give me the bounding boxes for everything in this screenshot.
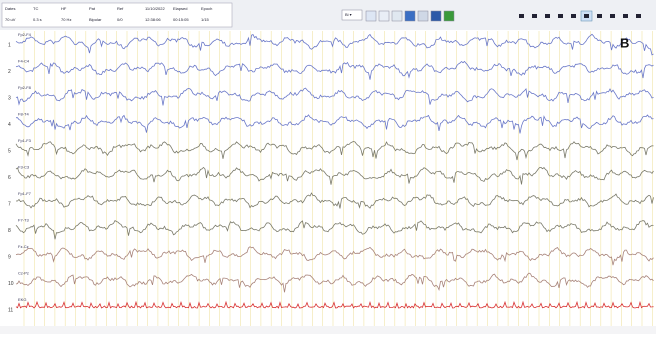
channel-number: 11 xyxy=(8,307,13,313)
media-glyph xyxy=(636,14,641,18)
info-field: Bipolar xyxy=(89,17,102,22)
eeg-trace xyxy=(16,302,654,308)
eeg-trace xyxy=(16,115,654,133)
eeg-trace xyxy=(16,167,654,184)
info-field: 11/10/2022 xyxy=(145,6,165,11)
eeg-trace xyxy=(16,61,654,79)
eeg-trace xyxy=(16,247,654,266)
montage-label: Bi ▾ xyxy=(345,12,352,17)
info-field: 12:38:06 xyxy=(145,17,161,22)
channel-number: 8 xyxy=(8,228,11,234)
status-bar xyxy=(0,326,656,334)
channel-number: 4 xyxy=(8,122,11,128)
info-field: 0.3 s xyxy=(33,17,42,22)
info-field: 70 uV xyxy=(5,17,16,22)
icon[interactable] xyxy=(418,11,428,21)
eeg-trace xyxy=(16,221,654,240)
tool-icons xyxy=(366,11,454,21)
info-field: 1/15 xyxy=(201,17,210,22)
info-field: Elapsed xyxy=(173,6,187,11)
channel-label: Fz-Cz xyxy=(18,244,29,249)
info-field: Epoch xyxy=(201,6,212,11)
icon[interactable] xyxy=(405,11,415,21)
eeg-trace xyxy=(16,34,654,55)
icon[interactable] xyxy=(392,11,402,21)
channel-number: 7 xyxy=(8,201,11,207)
info-field: HF xyxy=(61,6,67,11)
info-field: Pat xyxy=(89,6,96,11)
info-field: Ref xyxy=(117,6,124,11)
channel-number: 1 xyxy=(8,42,11,48)
channel-label: Fp1-F7 xyxy=(18,191,32,196)
eeg-viewer: Dates TC HF Pat Ref 11/10/2022 Elapsed Epoch 70 … xyxy=(0,0,656,334)
panel-label: B xyxy=(620,35,629,50)
channel-label: F3-C3 xyxy=(18,165,30,170)
media-glyph xyxy=(597,14,602,18)
media-glyph xyxy=(558,14,563,18)
icon[interactable] xyxy=(366,11,376,21)
channel-label: F4-C4 xyxy=(18,59,30,64)
media-glyph xyxy=(571,14,576,18)
channel-number: 2 xyxy=(8,69,11,75)
page: Dates TC HF Pat Ref 11/10/2022 Elapsed Epoch 70 … xyxy=(0,0,656,334)
media-glyph xyxy=(545,14,550,18)
media-glyph xyxy=(519,14,524,18)
info-field: 0/0 xyxy=(117,17,123,22)
channel-label: Fp1-F3 xyxy=(18,138,32,143)
channel-label: Fp2-F8 xyxy=(18,85,32,90)
channel-label: EKG xyxy=(18,297,26,302)
channel-number: 6 xyxy=(8,175,11,181)
channel-number: 9 xyxy=(8,254,11,260)
icon[interactable] xyxy=(431,11,441,21)
channel-label: Fp2-F4 xyxy=(18,32,32,37)
info-field: 70 Hz xyxy=(61,17,71,22)
channel-label: Cz-Pz xyxy=(18,271,29,276)
channel-number: 10 xyxy=(8,281,14,287)
info-field: TC xyxy=(33,6,38,11)
media-glyph xyxy=(623,14,628,18)
icon[interactable] xyxy=(379,11,389,21)
eeg-trace xyxy=(16,88,654,105)
icon[interactable] xyxy=(444,11,454,21)
media-glyph xyxy=(532,14,537,18)
info-field: 00:15:05 xyxy=(173,17,189,22)
channel-number: 5 xyxy=(8,148,11,154)
info-field: Dates xyxy=(5,6,15,11)
media-glyph xyxy=(584,14,589,18)
media-glyph xyxy=(610,14,615,18)
channel-number: 3 xyxy=(8,95,11,101)
channel-label: F7-T3 xyxy=(18,218,29,223)
eeg-trace xyxy=(16,141,654,160)
channel-label: F8-T4 xyxy=(18,112,29,117)
eeg-trace xyxy=(16,273,654,292)
eeg-trace xyxy=(16,193,654,208)
